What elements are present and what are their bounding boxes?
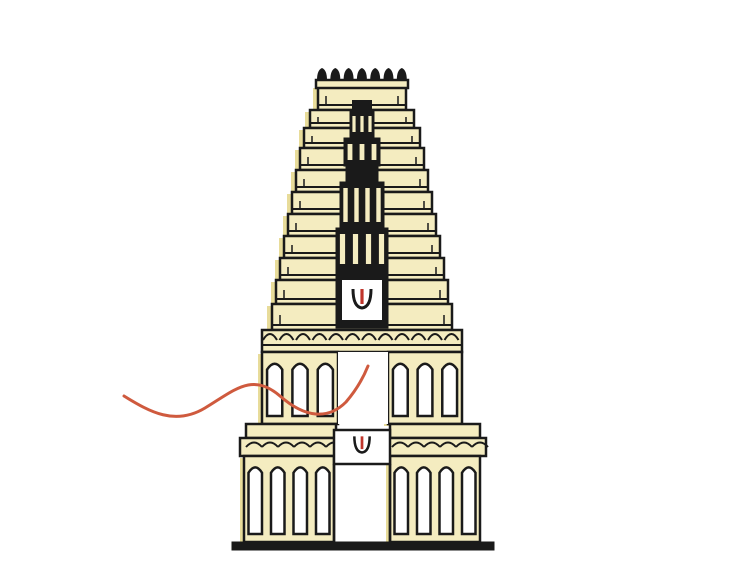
arch-window: [416, 362, 434, 418]
arch-window: [316, 362, 335, 418]
arch-window: [441, 362, 459, 418]
kalasam-finial: [317, 68, 327, 80]
wavy-line-icon: [122, 364, 370, 418]
lower-cornice-left: [244, 422, 338, 440]
namam-symbol-icon: [351, 288, 373, 310]
namam-symbol-icon: [353, 436, 371, 454]
cornice: [260, 328, 464, 354]
lower-cornice-right: [388, 422, 482, 440]
arch-window: [269, 466, 286, 536]
kalasam-finial: [330, 68, 341, 80]
kalasam-finial: [343, 68, 354, 80]
namam-symbols: [351, 288, 373, 454]
spine-neck: [345, 165, 379, 183]
door-lintel: [332, 428, 392, 466]
kalasam-finial: [370, 68, 381, 80]
kalasam-finial: [396, 68, 407, 80]
arch-window: [265, 362, 284, 418]
arch-window: [393, 466, 410, 536]
arch-window: [292, 466, 309, 536]
middle-gap: [338, 352, 388, 424]
arch-window: [247, 466, 264, 536]
crown-base: [314, 78, 410, 90]
arch-window: [291, 362, 309, 418]
base-plinth: [231, 541, 495, 551]
ribbon-path: [122, 364, 370, 418]
arch-window: [415, 466, 432, 536]
arch-window: [460, 466, 477, 536]
kalasam-finial: [356, 68, 367, 80]
gopuram-icon: [231, 68, 495, 551]
arch-window: [438, 466, 455, 536]
kalasam-finial: [383, 68, 394, 80]
arch-window: [391, 362, 409, 418]
arch-window: [314, 466, 331, 536]
